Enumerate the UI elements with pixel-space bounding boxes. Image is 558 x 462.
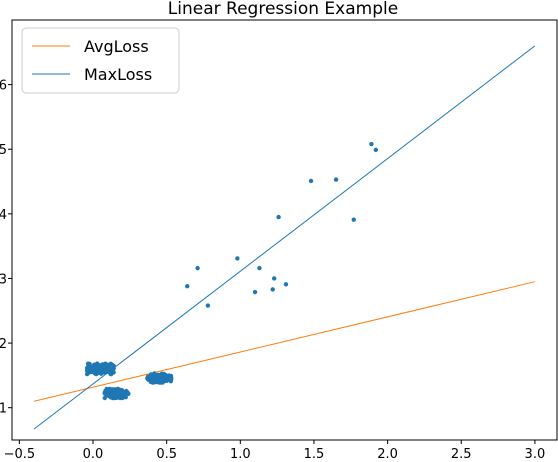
x-tick-label: 3.0	[525, 447, 546, 462]
cluster-point	[145, 376, 150, 381]
axis-ticks: −0.5 0.0 0.5 1.0 1.5 2.0 2.5 3.0 1 2 3 4 5 6	[0, 79, 545, 462]
cluster-point	[92, 371, 98, 376]
cluster-point	[108, 371, 114, 377]
y-tick-label: 3	[0, 272, 7, 287]
data-point	[195, 265, 200, 271]
y-tick-label: 4	[0, 208, 7, 223]
x-tick-label: 1.5	[304, 447, 325, 462]
cluster-point	[164, 378, 169, 383]
cluster-point	[107, 363, 112, 369]
data-point	[333, 177, 339, 182]
y-tick-label: 1	[0, 402, 7, 417]
x-tick-label: −0.5	[4, 447, 36, 462]
data-point	[257, 265, 262, 271]
cluster-point	[125, 390, 130, 395]
x-tick-label: 0.5	[156, 447, 177, 462]
regression-line-avgloss	[33, 281, 536, 402]
x-tick-label: 1.0	[230, 447, 251, 462]
regression-line-maxloss	[33, 45, 536, 430]
data-point	[276, 214, 281, 220]
data-point	[283, 282, 289, 287]
legend-label: AvgLoss	[84, 37, 149, 56]
data-point	[185, 284, 190, 289]
cluster-point	[157, 374, 163, 380]
cluster-point	[159, 378, 164, 383]
cluster-point	[152, 375, 157, 380]
x-tick-label: 2.5	[451, 447, 472, 462]
cluster-point	[105, 389, 110, 395]
cluster-point	[163, 373, 169, 378]
data-point	[351, 217, 356, 222]
data-point	[235, 256, 240, 261]
y-tick-label: 5	[0, 143, 7, 158]
cluster-point	[102, 395, 107, 401]
data-point	[252, 289, 258, 295]
y-tick-label: 6	[0, 79, 7, 94]
data-point	[308, 178, 314, 184]
x-tick-label: 2.0	[377, 447, 398, 462]
cluster-point	[108, 395, 113, 400]
data-point	[205, 303, 211, 308]
cluster-point	[103, 368, 108, 373]
data-point	[373, 147, 379, 153]
cluster-point	[87, 361, 92, 367]
cluster-point	[150, 378, 156, 383]
legend-box	[21, 27, 180, 94]
cluster-point	[84, 371, 90, 377]
cluster-point	[123, 394, 128, 400]
x-tick-label: 0.0	[83, 447, 104, 462]
legend: AvgLoss MaxLoss	[21, 27, 180, 94]
cluster-point	[84, 368, 90, 373]
chart-title: Linear Regression Example	[168, 0, 398, 19]
data-point	[270, 287, 275, 292]
cluster-point	[113, 389, 118, 394]
cluster-point	[168, 375, 174, 381]
y-tick-label: 2	[0, 337, 7, 352]
data-point	[271, 276, 277, 281]
legend-label: MaxLoss	[84, 65, 152, 84]
plot-frame	[11, 19, 558, 441]
cluster-point	[97, 367, 103, 373]
cluster-point	[116, 393, 122, 398]
cluster-point	[110, 391, 115, 397]
cluster-point	[96, 363, 101, 368]
cluster-point	[120, 389, 125, 395]
data-point	[369, 141, 374, 147]
cluster-point	[108, 367, 114, 372]
